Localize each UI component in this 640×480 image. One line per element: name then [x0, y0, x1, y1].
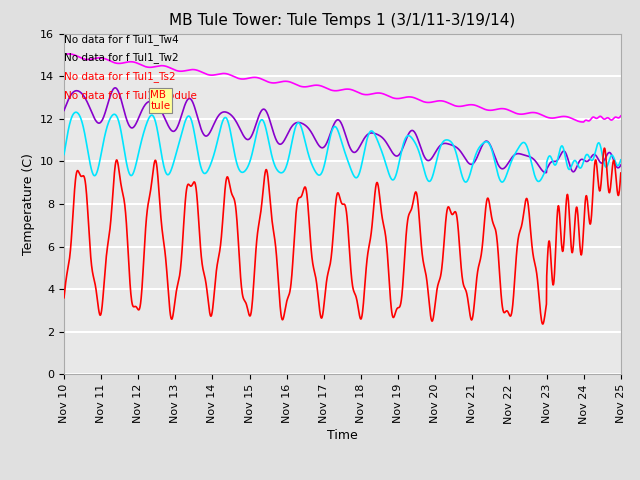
Title: MB Tule Tower: Tule Temps 1 (3/1/11-3/19/14): MB Tule Tower: Tule Temps 1 (3/1/11-3/19… [169, 13, 516, 28]
Text: No data for f Tul1_Ts2: No data for f Tul1_Ts2 [64, 71, 175, 82]
X-axis label: Time: Time [327, 429, 358, 442]
Text: No data for f Tul1_Tw2: No data for f Tul1_Tw2 [64, 52, 179, 63]
Text: MB
tule: MB tule [150, 90, 170, 111]
Y-axis label: Temperature (C): Temperature (C) [22, 153, 35, 255]
Text: No data for f Tul1_Tw4: No data for f Tul1_Tw4 [64, 34, 179, 45]
Text: No data for f Tul1_Module: No data for f Tul1_Module [64, 90, 197, 101]
